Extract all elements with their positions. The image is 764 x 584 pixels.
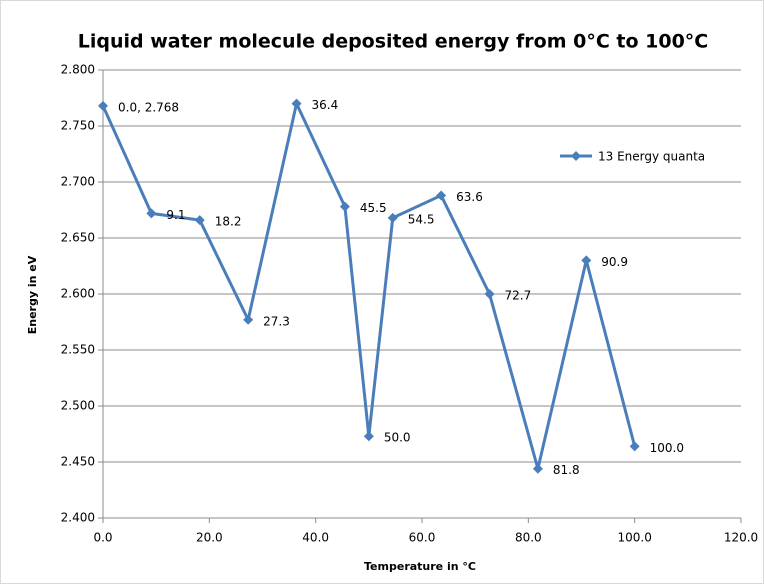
- x-tick-label: 80.0: [515, 531, 542, 545]
- y-tick-label: 2.800: [61, 63, 95, 77]
- y-tick-label: 2.450: [61, 455, 95, 469]
- data-label: 100.0: [650, 441, 684, 455]
- point-marker: [363, 431, 374, 442]
- x-tick-label: 40.0: [302, 531, 329, 545]
- data-label: 90.9: [601, 255, 628, 269]
- data-label: 81.8: [553, 463, 580, 477]
- y-tick-label: 2.650: [61, 231, 95, 245]
- chart-title: Liquid water molecule deposited energy f…: [78, 31, 709, 53]
- data-label: 45.5: [360, 201, 387, 215]
- data-label: 63.6: [456, 190, 483, 204]
- point-marker: [532, 463, 543, 474]
- data-label: 18.2: [215, 215, 242, 229]
- y-tick-label: 2.400: [61, 511, 95, 525]
- y-tick-label: 2.700: [61, 175, 95, 189]
- data-label: 9.1: [166, 208, 185, 222]
- data-label: 27.3: [263, 314, 290, 328]
- y-tick-label: 2.500: [61, 399, 95, 413]
- x-tick-label: 20.0: [196, 531, 223, 545]
- x-tick-label: 100.0: [617, 531, 651, 545]
- data-label: 54.5: [408, 212, 435, 226]
- x-tick-label: 60.0: [409, 531, 436, 545]
- y-tick-label: 2.600: [61, 287, 95, 301]
- point-marker: [629, 441, 640, 452]
- y-tick-label: 2.750: [61, 119, 95, 133]
- x-axis-label: Temperature in °C: [364, 560, 476, 573]
- legend-marker: [571, 151, 581, 161]
- data-label: 0.0, 2.768: [118, 100, 179, 114]
- point-marker: [436, 190, 447, 201]
- y-tick-label: 2.550: [61, 343, 95, 357]
- data-label: 72.7: [505, 289, 532, 303]
- x-tick-label: 0.0: [93, 531, 112, 545]
- point-marker: [387, 212, 398, 223]
- point-marker: [146, 208, 157, 219]
- point-marker: [581, 255, 592, 266]
- point-marker: [243, 314, 254, 325]
- point-marker: [484, 289, 495, 299]
- data-label: 50.0: [384, 431, 411, 445]
- x-tick-label: 120.0: [724, 531, 758, 545]
- legend-label: 13 Energy quanta: [598, 150, 705, 164]
- data-label: 36.4: [312, 98, 339, 112]
- point-marker: [291, 98, 302, 109]
- y-axis-label: Energy in eV: [26, 255, 39, 334]
- point-marker: [98, 100, 108, 111]
- point-marker: [194, 215, 205, 226]
- point-marker: [339, 201, 350, 212]
